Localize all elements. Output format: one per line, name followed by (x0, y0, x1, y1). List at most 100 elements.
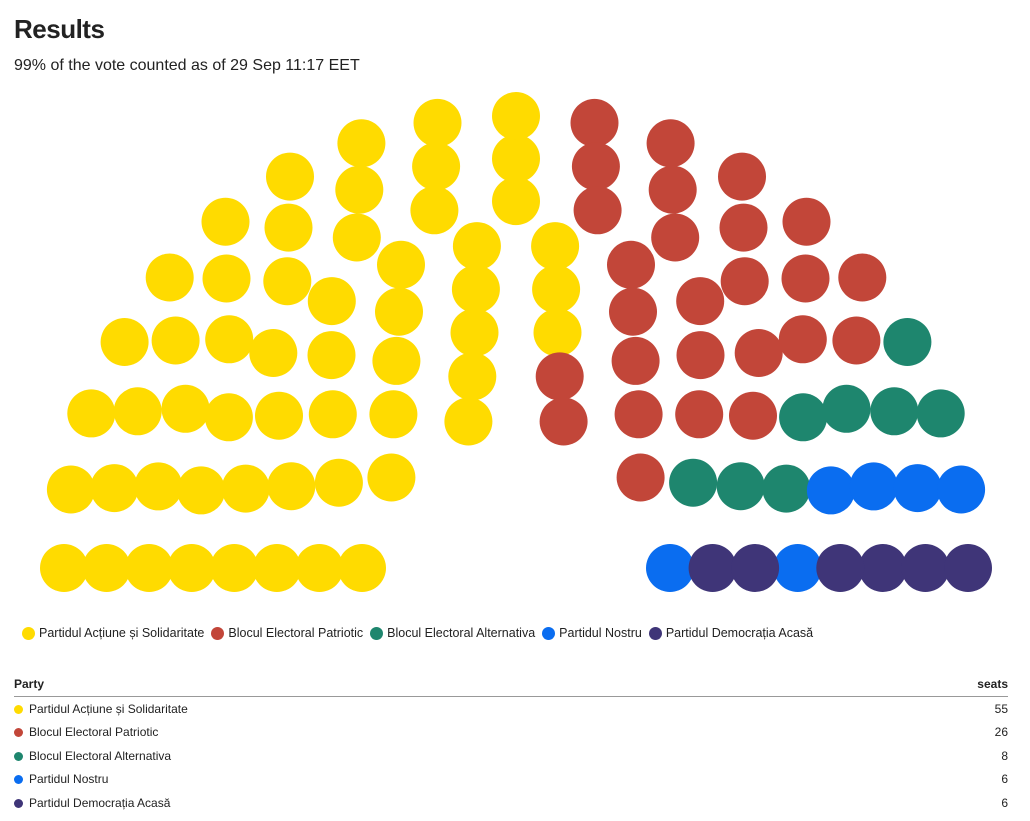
seat-dot (221, 464, 270, 513)
seats-cell: 26 (994, 725, 1008, 740)
seat-dot (307, 331, 356, 380)
seat-dot (816, 544, 865, 592)
seat-dot (335, 165, 384, 214)
seat-dot (307, 277, 356, 326)
seat-dot (492, 92, 540, 140)
seats-cell: 55 (994, 701, 1008, 716)
seat-dot (607, 240, 655, 289)
legend-swatch (648, 626, 662, 640)
party-color-dot (14, 704, 23, 714)
seat-dot (410, 186, 459, 235)
seat-dot (773, 544, 822, 592)
seat-dot (535, 352, 584, 401)
seat-dot (646, 544, 694, 592)
seat-dot (337, 119, 386, 168)
table-row: Partidul Acțiune și Solidaritate 55 (14, 697, 1008, 721)
legend-item: Partidul Nostru (542, 626, 642, 640)
seat-dot (729, 391, 777, 440)
legend-swatch (542, 626, 556, 640)
party-cell: Blocul Electoral Alternativa (14, 744, 859, 768)
page-subtitle: 99% of the vote counted as of 29 Sep 11:… (14, 57, 360, 74)
seat-dot (782, 197, 831, 246)
seat-dot (716, 462, 765, 511)
table-row: Blocul Electoral Patriotic 26 (14, 721, 1008, 745)
seat-dot (204, 393, 253, 442)
seat-dot (413, 98, 462, 147)
seat-dot (676, 331, 725, 380)
seat-dot (255, 391, 303, 440)
table-row: Partidul Nostru 6 (14, 768, 1008, 792)
seat-dot (781, 254, 830, 303)
legend-swatch (22, 626, 35, 640)
seats-cell: 6 (1001, 772, 1008, 787)
seat-dot (338, 544, 386, 592)
seat-dot (40, 544, 88, 592)
seat-dot (201, 197, 250, 246)
seat-dot (570, 98, 619, 147)
party-cell: Partidul Acțiune și Solidaritate (14, 697, 859, 721)
seat-dot (893, 464, 942, 513)
seat-dot (669, 458, 718, 507)
seat-dot (883, 318, 932, 366)
seat-dot (718, 152, 766, 201)
seat-dot (451, 265, 500, 314)
seat-dot (838, 253, 887, 302)
party-cell: Partidul Nostru (14, 768, 859, 792)
party-color-dot (14, 775, 23, 785)
party-name: Blocul Electoral Patriotic (29, 725, 159, 740)
seat-dot (937, 465, 986, 514)
seat-dot (533, 308, 582, 357)
seat-dot (648, 165, 697, 214)
seat-dot (263, 257, 312, 306)
seat-dot (412, 142, 461, 191)
seat-dot (676, 277, 725, 326)
party-name: Partidul Acțiune și Solidaritate (29, 701, 188, 716)
party-name: Partidul Democrația Acasă (29, 795, 171, 810)
seat-dot (688, 544, 737, 592)
seat-dot (720, 257, 769, 306)
party-cell: Blocul Electoral Patriotic (14, 721, 859, 745)
legend-swatch (211, 626, 225, 640)
seat-dot (161, 384, 210, 433)
seat-dot (573, 186, 622, 235)
legend-label: Partidul Acțiune și Solidaritate (39, 626, 205, 640)
seat-dot (367, 453, 416, 502)
seats-cell: 6 (1001, 795, 1008, 810)
results-table: Party seats Partidul Acțiune și Solidari… (14, 673, 1008, 815)
chart-legend: Partidul Acțiune și Solidaritate Blocul E… (22, 626, 820, 640)
seat-dot (252, 544, 301, 592)
seat-dot (82, 544, 131, 592)
seat-dot (539, 397, 588, 446)
parliament-chart (40, 92, 992, 592)
seat-dot (614, 390, 663, 439)
legend-label: Partidul Democrația Acasă (665, 626, 814, 640)
seats-column-header: seats (858, 673, 1008, 697)
seat-dot (571, 142, 620, 191)
seat-dot (369, 390, 418, 439)
seat-dot (731, 544, 780, 592)
seat-dot (264, 203, 313, 252)
legend-item: Partidul Democrația Acasă (648, 626, 814, 640)
seat-dot (332, 213, 381, 262)
table-header-row: Party seats (14, 673, 1008, 697)
seat-dot (202, 254, 251, 303)
party-color-dot (14, 728, 23, 738)
seat-dot (719, 203, 768, 252)
seat-dot (734, 329, 783, 377)
seat-dot (295, 544, 344, 592)
seat-dot (125, 544, 174, 592)
seat-dot (452, 222, 501, 271)
seats-cell: 8 (1001, 748, 1008, 763)
seat-dot (806, 466, 855, 515)
seat-dot (616, 453, 665, 502)
seat-dot (90, 464, 139, 513)
seat-dot (308, 390, 357, 439)
seat-dot (145, 253, 194, 302)
party-cell: Partidul Democrația Acasă (14, 791, 859, 815)
seat-dot (134, 462, 183, 511)
table-row: Partidul Democrația Acasă 6 (14, 791, 1008, 815)
seat-dot (375, 287, 423, 336)
seat-dot (492, 134, 540, 183)
seat-dot (532, 265, 581, 314)
seat-dot (646, 119, 695, 168)
